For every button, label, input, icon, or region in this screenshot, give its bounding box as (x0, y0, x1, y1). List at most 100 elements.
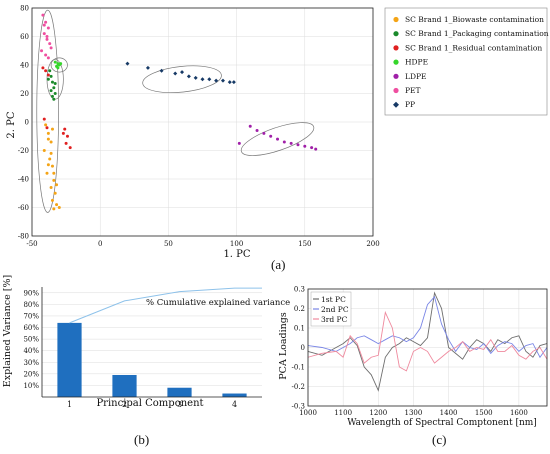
chart-b-ytick-label: 40% (23, 347, 39, 355)
chart-a-point (180, 70, 185, 75)
chart-a-legend-marker (393, 31, 399, 37)
chart-a-point (63, 127, 67, 131)
chart-a-point (50, 198, 54, 202)
chart-a-legend: SC Brand 1_Biowaste contamination SC Bran… (384, 7, 549, 116)
chart-a-point (46, 26, 50, 30)
chart-a-point (52, 178, 56, 182)
chart-b-xlabel: Principal Component (96, 398, 203, 409)
chart-c-ylabel: PCA Loadings (278, 312, 289, 380)
chart-a-point (52, 207, 56, 211)
chart-c-xtick-label: 1400 (440, 409, 458, 417)
chart-c-series-line (307, 291, 548, 392)
chart-a-point (55, 203, 59, 207)
chart-a-point (50, 80, 54, 84)
chart-a-point (42, 149, 46, 152)
chart-a-point (49, 186, 53, 190)
chart-a-legend-marker (393, 59, 399, 65)
chart-a-point (45, 35, 49, 38)
chart-b-bar (222, 393, 247, 397)
chart-a-ytick-label: 40 (20, 62, 29, 70)
chart-a-point (44, 69, 48, 73)
chart-a-point (314, 147, 318, 151)
chart-a-ytick-label: -60 (18, 204, 29, 212)
chart-a-xtick-label: 100 (230, 240, 243, 248)
chart-c-xtick-label: 1600 (510, 409, 528, 417)
chart-a-point (49, 74, 53, 78)
chart-a-point (44, 53, 48, 57)
chart-a-xtick-label: -50 (26, 240, 37, 248)
chart-a-point (303, 144, 307, 148)
chart-a-ytick-label: -80 (18, 233, 29, 241)
chart-a-ytick-label: -20 (18, 147, 29, 155)
chart-a-point (48, 69, 52, 73)
chart-a-point (207, 77, 212, 82)
chart-a-point (61, 131, 65, 135)
chart-a-point (227, 80, 232, 85)
chart-a-legend-label: LDPE (405, 72, 427, 81)
chart-a-point (248, 124, 252, 128)
chart-b-ytick-label: 80% (23, 301, 39, 309)
chart-c-ytick-label: 0 (301, 344, 305, 352)
chart-a-point (53, 92, 57, 95)
chart-c-legend-label: 1st PC (321, 295, 346, 304)
chart-a-point (200, 77, 205, 82)
chart-a-ytick-label: 20 (20, 90, 29, 98)
chart-a-points (40, 13, 318, 211)
chart-a-frame (31, 7, 374, 237)
chart-c-legend-label: 3rd PC (321, 315, 348, 324)
chart-c-xtick-label: 1500 (475, 409, 493, 417)
chart-b-bar (112, 375, 137, 397)
chart-c-lines (307, 291, 548, 392)
chart-a-point (255, 129, 259, 133)
chart-c-frame (307, 288, 548, 407)
chart-a-point (50, 127, 54, 131)
chart-a-legend-marker (393, 73, 399, 79)
caption-a: (a) (271, 257, 286, 272)
chart-a-point (276, 137, 280, 141)
chart-a-point (186, 74, 191, 79)
chart-a-point (193, 75, 198, 80)
chart-b-ytick-label: 20% (23, 370, 39, 378)
chart-a-point (46, 56, 50, 60)
chart-a-point (296, 143, 300, 147)
chart-a-cluster-ellipse (36, 9, 59, 213)
chart-a-point (42, 117, 46, 121)
chart-c-legend-label: 2nd PC (321, 305, 349, 314)
chart-b-axes: 10% 20% 30% 40% 50% 60% 70% 80% 90% 1 2 3 4 (23, 287, 262, 409)
chart-a-point (214, 78, 219, 83)
chart-a-point (42, 32, 46, 36)
chart-a-point (49, 89, 53, 93)
chart-a-legend-marker (393, 101, 399, 108)
chart-a-point (52, 86, 56, 90)
chart-a-point (52, 97, 56, 101)
chart-a-cluster-ellipse (50, 57, 68, 73)
chart-a-grid (31, 7, 374, 237)
chart-a-point (46, 163, 50, 167)
chart-a-point (49, 46, 53, 50)
chart-c-ytick-label: 0.2 (294, 305, 305, 313)
chart-a-point (282, 140, 286, 144)
chart-a-xlabel: 1. PC (223, 249, 250, 260)
chart-b-xtick-label: 3 (177, 400, 182, 409)
chart-a-point (59, 62, 63, 66)
chart-a-ytick-label: 0 (25, 119, 29, 127)
chart-a-cluster-ellipse (142, 65, 222, 94)
chart-a-point (269, 134, 273, 138)
caption-b: (b) (134, 432, 150, 447)
chart-b-ylabel: Explained Variance [%] (2, 275, 13, 387)
chart-c-axes: 1000 1100 1200 1300 1400 1500 1600 -0.3 -0.2 -0.1… (292, 286, 548, 417)
chart-b-cumulative-label: % Cumulative explained variance (146, 298, 290, 308)
chart-c-ytick-label: -0.1 (292, 364, 306, 372)
chart-a-point (231, 80, 236, 85)
chart-a-ytick-label: 60 (20, 33, 29, 41)
chart-a-point (64, 141, 68, 145)
chart-a-point (53, 191, 57, 195)
chart-a-point (44, 123, 48, 127)
chart-a-point (53, 82, 57, 86)
chart-a-legend-marker (393, 45, 399, 51)
chart-c-xtick-label: 1000 (299, 409, 317, 417)
chart-b-ytick-label: 50% (23, 336, 39, 344)
chart-b-bars (57, 287, 262, 397)
